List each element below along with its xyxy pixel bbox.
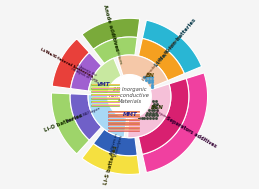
Text: Artificial SEI layer: Artificial SEI layer (65, 107, 100, 124)
Text: Additives in
Electrolytes: Additives in Electrolytes (109, 133, 124, 157)
Text: Li/Na/K-ion batteries: Li/Na/K-ion batteries (154, 17, 197, 67)
Point (147, 75, 151, 78)
Polygon shape (82, 18, 140, 49)
Text: Anode additives: Anode additives (110, 31, 123, 64)
Point (155, 108, 159, 111)
Point (148, 117, 152, 120)
Point (151, 100, 155, 103)
Point (137, 117, 141, 120)
Polygon shape (142, 20, 202, 74)
Point (144, 78, 148, 81)
Polygon shape (71, 53, 102, 91)
Point (140, 117, 144, 120)
Point (150, 78, 154, 81)
Point (152, 108, 156, 111)
Point (154, 105, 158, 108)
Text: BN: BN (146, 73, 155, 78)
Point (154, 100, 158, 103)
Point (150, 83, 154, 86)
Text: BCN: BCN (151, 105, 164, 110)
Point (147, 78, 151, 81)
Point (144, 75, 148, 78)
Point (152, 103, 156, 106)
Text: Separators additives: Separators additives (165, 115, 217, 149)
Point (148, 111, 152, 114)
Text: It boosts the
catalysis of ORR: It boosts the catalysis of ORR (70, 62, 100, 84)
Text: Li/Na/K-lateral batteries: Li/Na/K-lateral batteries (40, 47, 94, 79)
Point (154, 117, 158, 120)
Text: VMT: VMT (97, 82, 111, 87)
Point (149, 114, 154, 117)
Point (150, 75, 154, 78)
Point (154, 111, 158, 114)
Polygon shape (142, 73, 207, 173)
Point (147, 108, 151, 111)
Polygon shape (70, 94, 102, 140)
Point (155, 114, 159, 117)
Point (150, 81, 154, 84)
Point (145, 117, 149, 120)
Circle shape (109, 75, 150, 117)
Polygon shape (139, 78, 189, 154)
Point (152, 114, 156, 117)
Polygon shape (139, 38, 184, 81)
Text: 2D Inorganic
non-conductive
Materials: 2D Inorganic non-conductive Materials (109, 87, 150, 104)
Point (142, 117, 147, 120)
Polygon shape (128, 84, 171, 138)
Point (151, 117, 155, 120)
Polygon shape (82, 143, 140, 174)
Polygon shape (93, 37, 137, 64)
Text: Electrode material additives: Electrode material additives (142, 34, 182, 81)
Text: MMT: MMT (123, 112, 138, 117)
Point (151, 105, 155, 108)
Text: Anode additives: Anode additives (103, 4, 120, 52)
Polygon shape (52, 39, 89, 89)
Point (145, 111, 149, 114)
Point (155, 103, 159, 106)
Point (150, 86, 154, 89)
Point (147, 81, 151, 84)
Point (144, 114, 148, 117)
Point (149, 108, 154, 111)
Text: Separators additives: Separators additives (155, 110, 191, 133)
Polygon shape (93, 129, 137, 156)
Point (147, 114, 151, 117)
Point (151, 111, 155, 114)
Polygon shape (89, 58, 121, 94)
Text: Li-O batteries: Li-O batteries (44, 113, 84, 133)
Polygon shape (88, 94, 127, 137)
Text: Li-S batteries: Li-S batteries (104, 145, 119, 185)
Polygon shape (117, 55, 168, 88)
Point (142, 75, 146, 78)
Polygon shape (52, 93, 89, 154)
